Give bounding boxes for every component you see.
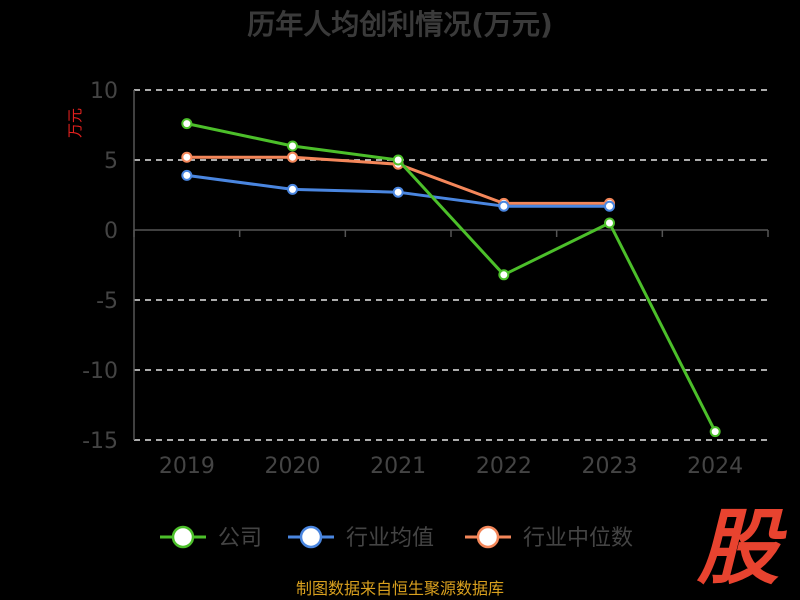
x-tick-label: 2019 — [159, 454, 215, 479]
data-point[interactable] — [604, 217, 615, 229]
legend[interactable]: 公司 行业均值 行业中位数 — [160, 525, 633, 551]
data-point[interactable] — [392, 154, 404, 166]
data-point[interactable] — [287, 183, 298, 195]
data-point[interactable] — [709, 426, 721, 438]
legend-item[interactable]: 行业均值 — [288, 525, 434, 551]
y-tick-label: -5 — [96, 289, 118, 314]
y-tick-label: 10 — [90, 79, 118, 104]
series-line — [186, 122, 717, 433]
x-tick-label: 2021 — [370, 454, 426, 479]
y-axis-label: 万元 — [66, 108, 84, 138]
y-tick-label: -15 — [82, 429, 118, 454]
series — [181, 118, 721, 438]
grid — [134, 89, 768, 441]
source-note: 制图数据来自恒生聚源数据库 — [296, 579, 504, 598]
data-point[interactable] — [181, 151, 193, 163]
data-point[interactable] — [181, 118, 193, 130]
data-point[interactable] — [498, 269, 510, 281]
watermark-logo: 股 — [696, 501, 787, 596]
data-point[interactable] — [287, 151, 298, 163]
legend-label: 行业中位数 — [523, 526, 633, 551]
y-tick-label: -10 — [82, 359, 118, 384]
y-tick-label: 0 — [104, 219, 118, 244]
legend-label: 公司 — [218, 526, 262, 551]
x-tick-label: 2024 — [687, 454, 743, 479]
legend-marker — [171, 525, 195, 549]
data-point[interactable] — [287, 140, 298, 152]
legend-marker — [299, 525, 323, 549]
legend-marker — [476, 525, 500, 549]
legend-label: 行业均值 — [346, 526, 434, 551]
x-tick-label: 2023 — [582, 454, 638, 479]
y-tick-label: 5 — [104, 149, 118, 174]
axes: 10 5 0 -5 -10 -15 2019 2020 2021 2022 2023 2024 — [82, 79, 769, 479]
data-point[interactable] — [181, 169, 193, 181]
chart-title: 历年人均创利情况(万元) — [247, 8, 553, 41]
data-point[interactable] — [392, 186, 404, 198]
legend-item[interactable]: 行业中位数 — [465, 525, 633, 551]
x-tick-label: 2020 — [265, 454, 321, 479]
x-tick-label: 2022 — [476, 454, 532, 479]
legend-item[interactable]: 公司 — [160, 525, 262, 551]
data-point[interactable] — [498, 200, 510, 212]
data-point[interactable] — [604, 200, 615, 212]
